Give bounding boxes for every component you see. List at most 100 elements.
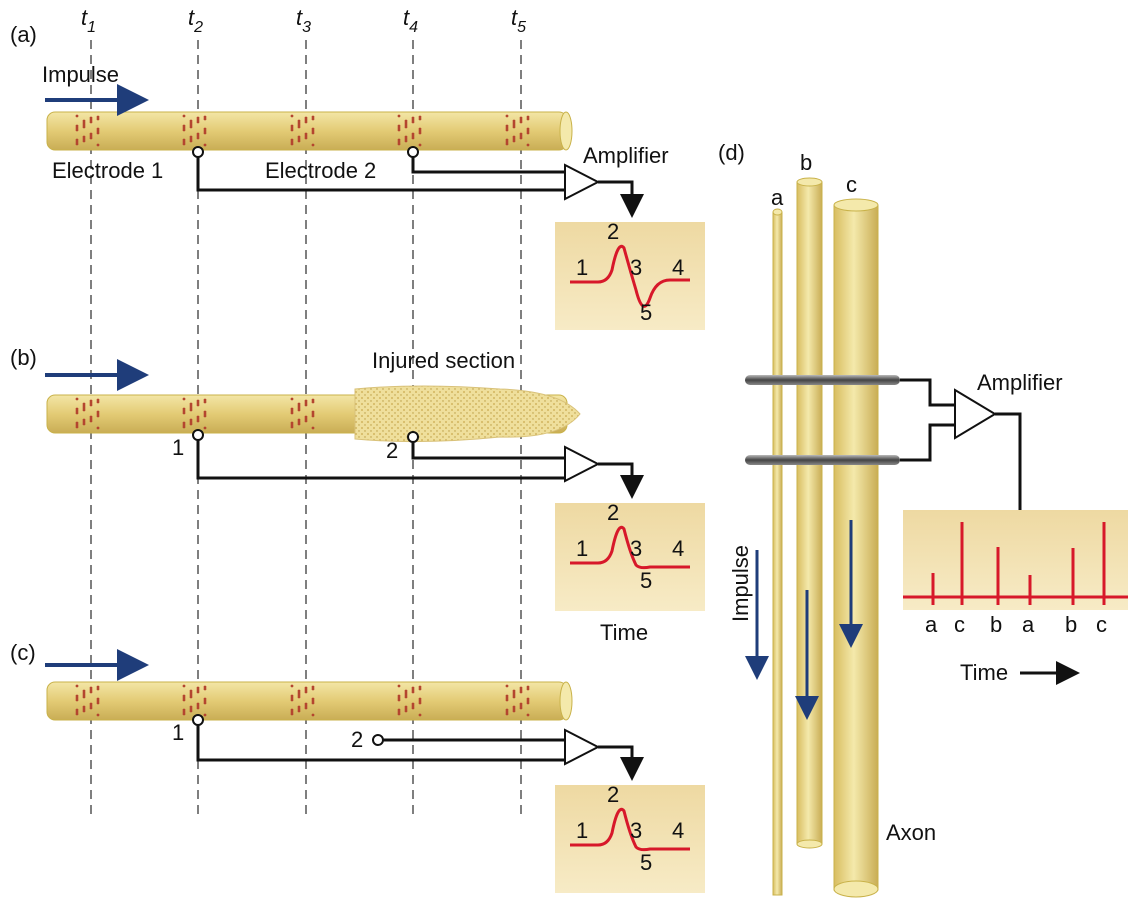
membrane-dot — [305, 687, 308, 690]
membrane-dot — [190, 403, 193, 406]
membrane-dot — [197, 703, 200, 706]
membrane-dot — [204, 686, 207, 689]
membrane-dot — [527, 128, 530, 131]
membrane-dot — [190, 120, 193, 123]
membrane-dot — [513, 120, 516, 123]
membrane-dot — [190, 706, 193, 709]
trace-label: 2 — [607, 500, 619, 525]
trace-label: 2 — [607, 219, 619, 244]
membrane-dot — [90, 117, 93, 120]
electrode — [373, 735, 383, 745]
membrane-dot — [183, 398, 186, 401]
membrane-dot — [97, 144, 100, 147]
membrane-dot — [97, 116, 100, 119]
wire — [413, 152, 565, 172]
time-marker: t5 — [511, 5, 526, 36]
electrode — [193, 430, 203, 440]
membrane-dot — [204, 116, 207, 119]
membrane-dot — [291, 408, 294, 411]
wire — [995, 414, 1020, 510]
membrane-dot — [76, 695, 79, 698]
membrane-dot — [398, 709, 401, 712]
time-marker: t4 — [403, 5, 418, 36]
electrode-label: 1 — [172, 720, 184, 745]
axon-caption: Axon — [886, 820, 936, 845]
time-index: 3 — [302, 19, 311, 36]
membrane-dot — [204, 698, 207, 701]
membrane-dot — [204, 714, 207, 717]
trace-label: 1 — [576, 255, 588, 280]
membrane-dot — [520, 133, 523, 136]
membrane-dot — [419, 116, 422, 119]
time-index: 2 — [193, 19, 203, 36]
membrane-dot — [291, 125, 294, 128]
membrane-dot — [183, 709, 186, 712]
membrane-dot — [419, 128, 422, 131]
amplifier — [565, 730, 598, 764]
membrane-dot — [312, 686, 315, 689]
membrane-dot — [76, 398, 79, 401]
trace-label: 1 — [576, 818, 588, 843]
axon — [834, 205, 878, 890]
time-label: Time — [600, 620, 648, 645]
electrode-label: Electrode 1 — [52, 158, 163, 183]
wire — [598, 464, 632, 487]
membrane-dot — [197, 416, 200, 419]
membrane-dot — [183, 115, 186, 118]
membrane-dot — [97, 411, 100, 414]
panel-label: (c) — [10, 640, 36, 665]
amplifier-label: Amplifier — [977, 370, 1063, 395]
electrode-bar — [745, 375, 900, 385]
membrane-dot — [76, 125, 79, 128]
membrane-dot — [90, 416, 93, 419]
membrane-dot — [412, 133, 415, 136]
electrode — [193, 147, 203, 157]
membrane-dot — [97, 399, 100, 402]
trace-label: 3 — [630, 255, 642, 280]
membrane-dot — [506, 139, 509, 142]
axon-label: c — [846, 172, 857, 197]
membrane-dot — [312, 144, 315, 147]
membrane-dot — [76, 115, 79, 118]
trace-label: 3 — [630, 536, 642, 561]
axon-end — [560, 112, 572, 150]
membrane-dot — [83, 403, 86, 406]
membrane-dot — [506, 709, 509, 712]
membrane-dot — [291, 422, 294, 425]
spike-label: c — [954, 612, 965, 637]
membrane-dot — [97, 686, 100, 689]
membrane-dot — [398, 115, 401, 118]
membrane-dot — [506, 125, 509, 128]
trace-label: 3 — [630, 818, 642, 843]
membrane-dot — [298, 706, 301, 709]
membrane-dot — [405, 136, 408, 139]
membrane-dot — [398, 695, 401, 698]
membrane-dot — [183, 685, 186, 688]
membrane-dot — [520, 117, 523, 120]
axon-end — [560, 682, 572, 720]
membrane-dot — [83, 136, 86, 139]
membrane-dot — [90, 400, 93, 403]
membrane-dot — [90, 133, 93, 136]
axon — [797, 182, 822, 844]
time-marker: t2 — [188, 5, 203, 36]
trace-label: 5 — [640, 850, 652, 875]
membrane-dot — [83, 419, 86, 422]
axon — [773, 212, 782, 895]
membrane-dot — [197, 133, 200, 136]
membrane-dot — [312, 128, 315, 131]
axon-label: a — [771, 185, 784, 210]
membrane-dot — [183, 695, 186, 698]
membrane-dot — [513, 690, 516, 693]
spike-label: b — [1065, 612, 1077, 637]
time-label: Time — [960, 660, 1008, 685]
membrane-dot — [305, 416, 308, 419]
time-index: 4 — [409, 19, 418, 36]
injured-section — [355, 386, 580, 442]
membrane-dot — [298, 403, 301, 406]
membrane-dot — [291, 695, 294, 698]
membrane-dot — [190, 419, 193, 422]
diagram: 123451234512345 (a) (b) (c) (d) t1t2t3t4… — [0, 0, 1128, 901]
membrane-dot — [305, 400, 308, 403]
electrode — [193, 715, 203, 725]
